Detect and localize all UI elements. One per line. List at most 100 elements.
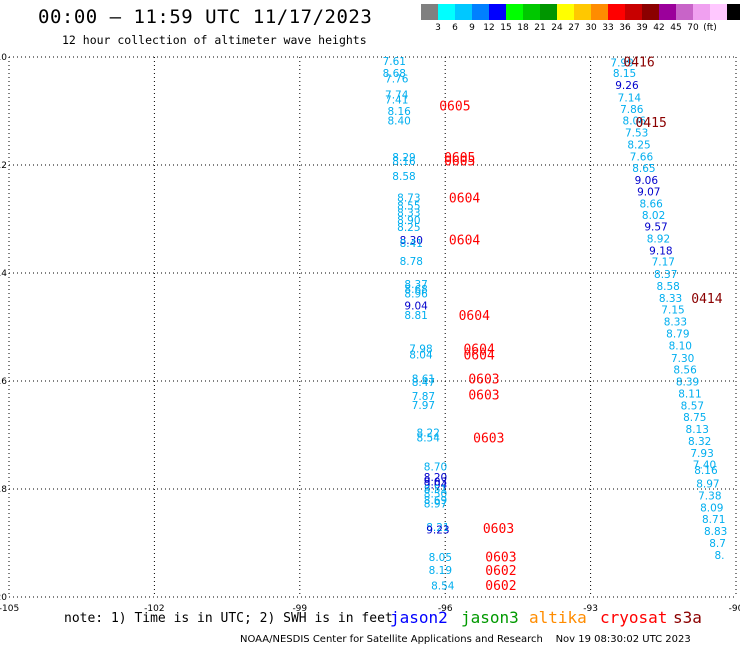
y-tick-label: -14 <box>0 269 7 279</box>
color-scale-label: 27 <box>568 23 580 33</box>
wave-height-value: 8.54 <box>431 581 455 593</box>
wave-height-value: 7.86 <box>620 104 644 116</box>
color-scale-label: (ft) <box>703 23 717 33</box>
wave-height-value: 8.57 <box>681 400 704 412</box>
color-swatch <box>557 4 574 20</box>
wave-height-value: 7.61 <box>383 56 406 68</box>
wave-height-value: 9.06 <box>635 175 659 187</box>
wave-height-value: 8.13 <box>686 424 709 436</box>
time-label: 0605 <box>444 155 475 170</box>
wave-height-value: 8.96 <box>404 289 428 301</box>
color-swatch <box>540 4 557 20</box>
time-label: 0416 <box>623 55 654 70</box>
y-tick-label: -12 <box>0 161 7 171</box>
wave-height-value: 7.30 <box>671 353 694 365</box>
wave-height-value: 8.04 <box>409 350 433 362</box>
x-tick-label: -102 <box>144 604 164 614</box>
wave-height-value: 8.33 <box>659 293 682 305</box>
wave-height-value: 9.04 <box>404 300 428 312</box>
wave-height-value: 8.69 <box>424 495 447 507</box>
wave-height-value: 8.25 <box>627 139 650 151</box>
color-swatch <box>523 4 540 20</box>
wave-height-value: 8.33 <box>664 317 687 329</box>
color-scale-label: 33 <box>602 23 614 33</box>
time-label: 0414 <box>691 292 722 307</box>
wave-height-value: 9.18 <box>649 245 672 257</box>
wave-height-value: 8.16 <box>694 465 718 477</box>
wave-height-value: 8.90 <box>397 215 420 227</box>
color-swatch <box>727 4 740 20</box>
wave-height-value: 8.58 <box>656 281 679 293</box>
x-tick-label: -105 <box>0 604 19 614</box>
color-scale-label: 30 <box>585 23 597 33</box>
color-scale-label: 36 <box>619 23 631 33</box>
wave-height-value: 8.70 <box>424 461 447 473</box>
time-label: 0603 <box>485 551 516 566</box>
wave-height-value: 8.29 <box>392 152 415 164</box>
wave-height-value: 7.93 <box>690 448 713 460</box>
color-swatch <box>659 4 676 20</box>
color-scale-label: 45 <box>670 23 682 33</box>
color-scale-label: 21 <box>534 23 546 33</box>
x-tick-label: -96 <box>438 604 453 614</box>
wave-height-value: 8.71 <box>702 514 725 526</box>
time-label: 0603 <box>468 389 499 404</box>
wave-height-value: 8.55 <box>397 201 420 213</box>
time-label: 0604 <box>463 349 494 364</box>
time-label: 0604 <box>449 191 480 206</box>
wave-height-value: 8.39 <box>676 377 699 389</box>
wave-height-value: 9.07 <box>637 186 660 198</box>
wave-height-value: 7.41 <box>385 95 408 107</box>
x-tick-label: -90 <box>729 604 740 614</box>
color-swatch <box>608 4 625 20</box>
wave-height-value: 7.53 <box>625 128 648 140</box>
wave-height-value: 7.97 <box>412 400 435 412</box>
satellite-label-jason2: jason2 <box>390 608 448 627</box>
color-scale-label: 70 <box>687 23 699 33</box>
wave-height-value: 8.73 <box>397 192 420 204</box>
color-scale-label: 12 <box>483 23 495 33</box>
credit-line: NOAA/NESDIS Center for Satellite Applica… <box>240 634 691 645</box>
wave-height-value: 8.56 <box>673 365 697 377</box>
wave-height-value: 7.66 <box>630 151 654 163</box>
color-swatch <box>693 4 710 20</box>
x-tick-label: -93 <box>583 604 598 614</box>
time-label: 0415 <box>636 116 667 131</box>
wave-height-value: 8.7 <box>709 538 726 550</box>
wave-height-value: 8.06 <box>623 116 647 128</box>
wave-height-value: 8.68 <box>383 68 406 80</box>
color-scale-label: 15 <box>500 23 512 33</box>
wave-height-value: 8.02 <box>642 210 665 222</box>
color-swatch <box>574 4 591 20</box>
satellite-label-cryosat: cryosat <box>600 608 668 627</box>
color-swatch <box>591 4 608 20</box>
wave-height-value: 7.74 <box>385 89 409 101</box>
y-tick-label: -18 <box>0 485 7 495</box>
wave-height-value: 8.05 <box>429 552 452 564</box>
color-swatch <box>421 4 438 20</box>
wave-height-value: 8.40 <box>387 116 410 128</box>
wave-height-value: 8.16 <box>392 156 416 168</box>
color-scale-label: 6 <box>452 23 458 33</box>
wave-height-value: 9.04 <box>424 480 448 492</box>
wave-height-value: 8.81 <box>404 310 427 322</box>
color-swatch <box>642 4 659 20</box>
wave-height-value: 7.87 <box>412 391 435 403</box>
wave-height-value: 7.15 <box>661 305 684 317</box>
wave-height-value: 8.58 <box>392 171 415 183</box>
wave-height-value: 8.19 <box>429 565 452 577</box>
wave-height-value: 9.03 <box>424 476 447 488</box>
wave-height-value: 8.92 <box>647 233 670 245</box>
color-scale-label: 18 <box>517 23 529 33</box>
wave-height-value: 8.21 <box>426 522 449 534</box>
color-swatch <box>455 4 472 20</box>
wave-height-value: 8.79 <box>666 328 689 340</box>
y-tick-label: -20 <box>0 593 7 603</box>
color-swatch <box>472 4 489 20</box>
color-swatch <box>676 4 693 20</box>
color-scale-label: 39 <box>636 23 648 33</box>
time-label: 0604 <box>459 309 490 324</box>
time-label: 0604 <box>449 234 480 249</box>
wave-height-value: 8.97 <box>424 499 447 511</box>
wave-height-value: 8.97 <box>696 479 719 491</box>
